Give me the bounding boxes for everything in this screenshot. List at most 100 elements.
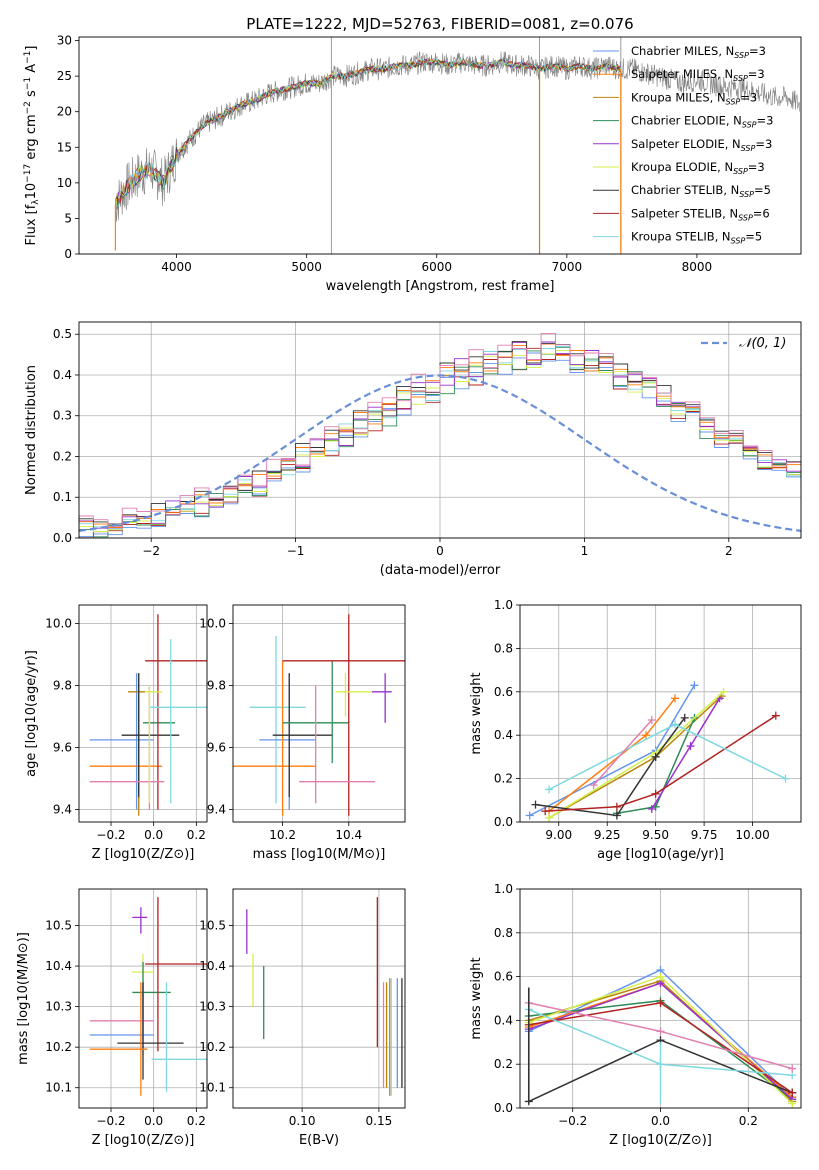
y-tick-label: 0.3 [53, 409, 72, 423]
y-tick-label: 10.2 [45, 1040, 72, 1054]
y-tick-label: 0.5 [53, 327, 72, 341]
y-tick-label: 0.4 [53, 368, 72, 382]
y-tick-label: 0.0 [494, 815, 513, 829]
age-weight-line-5 [548, 691, 725, 819]
y-tick-label: 10.1 [45, 1081, 72, 1095]
z-weight-marker [656, 998, 665, 1007]
y-tick-label: 10.5 [45, 919, 72, 933]
x-tick-label: 8000 [682, 260, 713, 274]
y-axis-label: mass weight [469, 672, 484, 754]
x-tick-label: 0.2 [187, 1114, 206, 1128]
age-weight-marker [531, 800, 540, 809]
age-weight-marker [545, 813, 554, 822]
x-tick-label: 4000 [161, 260, 192, 274]
legend-label: Kroupa STELIB, NSSP=5 [631, 230, 762, 246]
y-tick-label: 9.6 [207, 741, 226, 755]
y-axis-label: Normed distribution [24, 365, 39, 495]
legend-label: Chabrier ELODIE, NSSP=3 [631, 114, 773, 130]
x-axis-label: Z [log10(Z/Z⊙)] [92, 847, 195, 862]
age-weight-marker [781, 774, 790, 783]
age-weight-marker [612, 802, 621, 811]
age-weight-line-2 [548, 695, 723, 819]
z-weight-marker [788, 1088, 797, 1097]
x-tick-label: 5000 [291, 260, 322, 274]
y-tick-label: 10.0 [45, 617, 72, 631]
legend-label: Chabrier MILES, NSSP=3 [631, 44, 766, 60]
y-tick-label: 0.8 [494, 926, 513, 940]
age-weight-marker [671, 694, 680, 703]
y-tick-label: 0.4 [494, 1013, 513, 1027]
x-tick-label: 10.00 [735, 828, 769, 842]
mass-weight-vs-Z-panel: −0.2 0.0 0.2 0.0 0.2 0.4 0.6 0.8 1.0 Z [log10(Z/Z… [469, 882, 802, 1148]
y-tick-label: 30 [57, 34, 72, 48]
x-tick-label: 0 [436, 544, 444, 558]
legend-label: Salpeter MILES, NSSP=3 [631, 67, 765, 83]
y-tick-label: 0 [64, 247, 72, 261]
plot-area [233, 614, 405, 816]
y-tick-label: 0.6 [494, 685, 513, 699]
x-tick-label: 1 [581, 544, 589, 558]
x-axis-label: Z [log10(Z/Z⊙)] [92, 1133, 195, 1148]
axes-frame [78, 321, 802, 539]
x-tick-label: 9.50 [642, 828, 669, 842]
plot-area [89, 897, 207, 1096]
residuals-panel: −2 −1 0 1 2 0.0 0.1 0.2 0.3 0.4 0.5 (data-model)/er… [24, 321, 802, 578]
y-tick-label: 10.4 [199, 959, 226, 973]
x-tick-label: 6000 [421, 260, 452, 274]
age-weight-line-6 [535, 717, 686, 817]
y-tick-label: 10.0 [199, 617, 226, 631]
y-tick-label: 0.8 [494, 641, 513, 655]
y-tick-label: 10.5 [199, 919, 226, 933]
legend-label: Salpeter ELODIE, NSSP=3 [631, 137, 772, 153]
x-tick-label: −2 [142, 544, 160, 558]
age-weight-line-7 [545, 715, 777, 812]
x-tick-label: 0.0 [651, 1114, 670, 1128]
plot-area [79, 332, 801, 538]
age-weight-marker [690, 681, 699, 690]
age-weight-marker [612, 811, 621, 820]
axes-frame [232, 604, 406, 823]
y-tick-label: 9.4 [53, 803, 72, 817]
plot-area [525, 681, 790, 822]
y-tick-label: 10.3 [199, 1000, 226, 1014]
age-weight-marker [589, 781, 598, 790]
y-tick-label: 0.6 [494, 970, 513, 984]
axes-frame [78, 888, 208, 1109]
x-tick-label: 7000 [552, 260, 583, 274]
x-tick-label: 10.4 [335, 828, 362, 842]
x-tick-label: 0.0 [144, 1114, 163, 1128]
y-tick-label: 0.0 [494, 1101, 513, 1115]
y-axis-label: mass weight [469, 957, 484, 1039]
y-axis-label: mass [log10(M/M⊙)] [16, 932, 31, 1065]
axes-frame [519, 604, 802, 823]
z-weight-marker [788, 1099, 797, 1108]
axes-frame [78, 36, 802, 255]
plot-area [246, 897, 403, 1096]
y-tick-label: 10 [57, 176, 72, 190]
model-spectrum-2 [115, 59, 622, 211]
age-vs-mass-panel: 10.2 10.4 9.4 9.6 9.8 10.0 mass [log10(M/M⊙)] [199, 604, 406, 862]
y-tick-label: 10.3 [45, 1000, 72, 1014]
age-weight-marker [680, 713, 689, 722]
y-tick-label: 9.8 [53, 679, 72, 693]
z-weight-marker [656, 972, 665, 981]
spectrum-panel: 4000 5000 6000 7000 8000 0 5 10 15 20 25 30 waveleng… [23, 34, 802, 294]
legend-label: Kroupa ELODIE, NSSP=3 [631, 160, 765, 176]
y-tick-label: 0.2 [53, 449, 72, 463]
model-spectrum-8 [115, 58, 622, 210]
age-weight-marker [647, 716, 656, 725]
x-tick-label: 0.10 [289, 1114, 316, 1128]
residual-histogram-5 [79, 341, 801, 538]
y-axis-label: age [log10(age/yr)] [24, 650, 39, 777]
plot-area [114, 37, 800, 254]
x-axis-label: mass [log10(M/M⊙)] [253, 847, 386, 862]
x-tick-label: 9.25 [594, 828, 621, 842]
y-tick-label: 5 [64, 211, 72, 225]
residual-histogram-8 [79, 332, 801, 538]
x-tick-label: 9.00 [545, 828, 572, 842]
age-weight-marker [771, 711, 780, 720]
x-axis-label: wavelength [Angstrom, rest frame] [326, 279, 555, 294]
y-tick-label: 20 [57, 105, 72, 119]
y-tick-label: 0.2 [494, 772, 513, 786]
x-tick-label: −0.2 [96, 828, 125, 842]
